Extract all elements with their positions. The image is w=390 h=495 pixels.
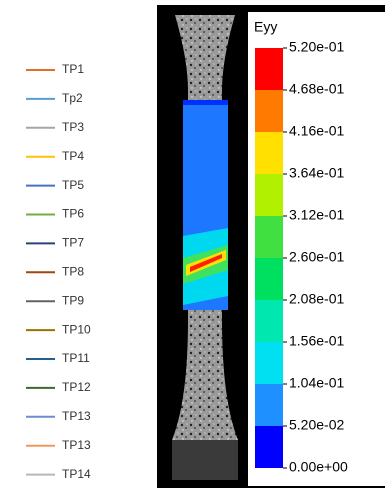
colorbar-label: 0.00e+00: [289, 459, 348, 475]
legend-label: TP11: [62, 351, 90, 365]
legend-label: TP13: [62, 438, 91, 452]
legend-label: Tp2: [62, 91, 83, 105]
colorbar-label: 2.60e-01: [289, 249, 344, 265]
colorbar-label: 1.56e-01: [289, 333, 344, 349]
strain-edge: [183, 100, 228, 105]
legend-label: TP10: [62, 322, 91, 336]
colorbar-label: 3.64e-01: [289, 165, 344, 181]
colorbar-band: [255, 258, 283, 300]
colorbar-band: [255, 384, 283, 426]
legend-label: TP9: [62, 293, 84, 307]
colorbar-band: [255, 48, 283, 90]
colorbar-band: [255, 342, 283, 384]
legend-label: TP6: [62, 207, 84, 221]
colorbar-band: [255, 132, 283, 174]
colorbar-label: 4.68e-01: [289, 81, 344, 97]
legend-label: TP1: [62, 62, 84, 76]
colorbar-label: 5.20e-02: [289, 417, 344, 433]
legend-label: TP8: [62, 264, 84, 278]
colorbar-label: 4.16e-01: [289, 123, 344, 139]
legend-label: TP4: [62, 149, 84, 163]
specimen-grip: [172, 440, 238, 480]
colorbar-band: [255, 174, 283, 216]
colorbar-label: 1.04e-01: [289, 375, 344, 391]
colorbar-title: Eyy: [254, 19, 277, 35]
legend-label: TP13: [62, 409, 91, 423]
legend-label: TP12: [62, 380, 91, 394]
colorbar-band: [255, 90, 283, 132]
colorbar-band: [255, 300, 283, 342]
legend-label: TP5: [62, 178, 84, 192]
legend-label: TP14: [62, 467, 91, 481]
colorbar-band: [255, 426, 283, 468]
colorbar: [255, 48, 283, 468]
legend-label: TP3: [62, 120, 84, 134]
colorbar-label: 5.20e-01: [289, 39, 344, 55]
colorbar-label: 2.08e-01: [289, 291, 344, 307]
strain-band: [190, 254, 222, 272]
colorbar-label: 3.12e-01: [289, 207, 344, 223]
legend-label: TP7: [62, 236, 84, 250]
colorbar-band: [255, 216, 283, 258]
